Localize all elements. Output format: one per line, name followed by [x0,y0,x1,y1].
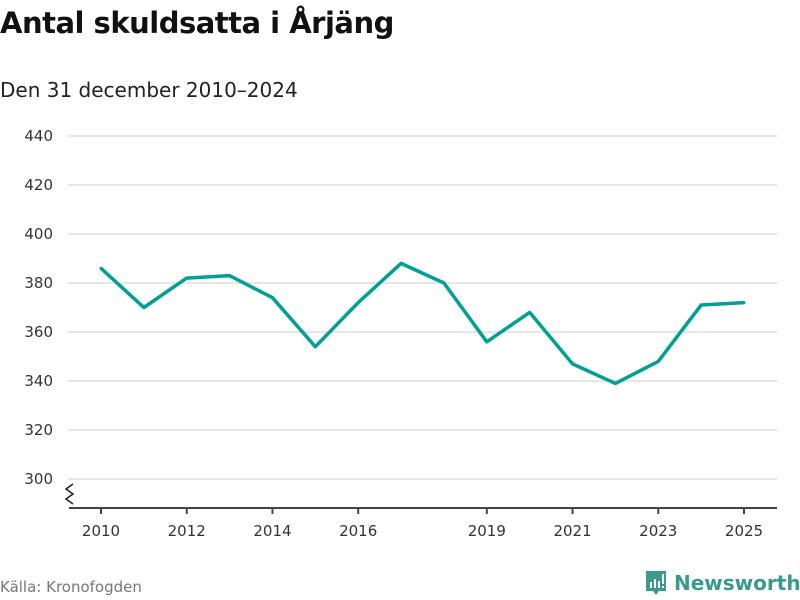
logo-text: Newsworthy [674,571,800,595]
x-tick-label: 2016 [339,522,377,540]
x-tick-label: 2014 [253,522,291,540]
axis-break-icon [64,483,75,505]
chart-subtitle: Den 31 december 2010–2024 [0,78,298,102]
x-tick-label: 2012 [168,522,206,540]
data-point [656,359,660,363]
data-point [313,345,317,349]
x-tick-label: 2019 [468,522,506,540]
x-tick-label: 2021 [553,522,591,540]
y-tick-label: 360 [24,323,53,341]
y-tick-label: 340 [24,372,53,390]
data-point [528,310,532,314]
data-point [99,266,103,270]
y-tick-label: 420 [24,176,53,194]
series-line [99,261,745,386]
y-tick-label: 440 [24,127,53,145]
source-note: Källa: Kronofogden [0,578,142,596]
y-tick-label: 400 [24,225,53,243]
data-point [699,303,703,307]
data-point [228,274,232,278]
data-point [442,281,446,285]
x-tick-label: 2025 [725,522,763,540]
y-tick-label: 300 [24,470,53,488]
data-point [613,381,617,385]
x-tick-label: 2023 [639,522,677,540]
y-tick-label: 320 [24,421,53,439]
logo-icon [646,571,666,595]
data-point [399,261,403,265]
newsworthy-logo: Newsworthy [644,569,800,597]
data-point [185,276,189,280]
data-point [742,301,746,305]
data-point [356,301,360,305]
data-point [270,296,274,300]
y-tick-label: 380 [24,274,53,292]
data-point [571,362,575,366]
data-point [142,306,146,309]
data-point [485,340,489,344]
x-tick-label: 2010 [82,522,120,540]
chart-title: Antal skuldsatta i Årjäng [0,6,394,40]
